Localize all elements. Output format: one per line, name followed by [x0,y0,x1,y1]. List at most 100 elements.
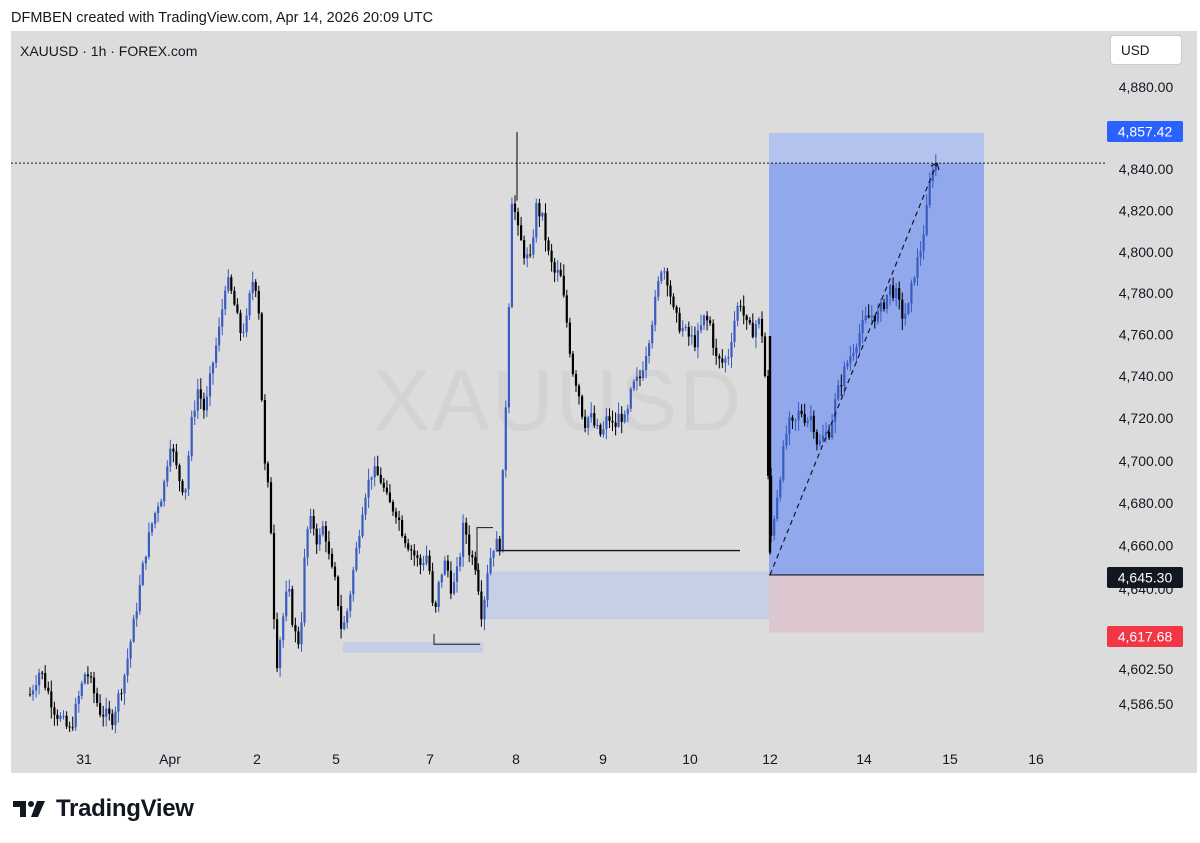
candle-body [867,315,870,318]
candle-body [730,342,733,358]
candle-body [407,543,410,550]
candle-body [593,413,596,426]
candle-body [35,685,38,691]
candle-body [681,328,684,332]
candle-body [794,420,797,422]
candle-body [126,658,129,676]
candle-body [577,385,581,397]
candle-body [413,550,416,556]
symbol-interval-source[interactable]: XAUUSD · 1h · FOREX.com [20,43,198,59]
candle-body [815,432,818,445]
candle-body [803,414,806,423]
chart-pane[interactable] [11,31,1197,773]
candle-body [41,672,44,674]
candle-body [434,602,437,607]
candle-body [513,203,517,212]
x-axis-tick-label: Apr [159,751,181,767]
x-axis-tick-label: 12 [762,751,778,767]
candle-body [330,553,334,567]
candle-body [443,560,446,575]
tradingview-logo-icon [13,801,45,817]
candle-body [532,237,535,255]
candle-body [431,571,434,603]
candle-body [199,389,202,399]
candle-body [489,557,492,574]
candle-body [47,687,50,692]
candle-body [440,574,443,583]
candle-body [172,448,175,452]
candle-body [590,413,593,418]
candle-body [596,425,599,427]
low-marker-line [433,633,480,645]
candle-body [260,313,263,401]
candle-body [68,726,71,728]
candle-body [254,281,257,291]
profit-zone-top [769,132,984,164]
candle-body [773,519,776,536]
candle-body [721,358,724,363]
x-axis-tick-label: 8 [512,751,520,767]
candle-body [824,432,828,436]
candle-body [28,694,32,696]
candle-body [257,291,260,314]
y-axis-tick-label: 4,602.50 [1119,661,1174,677]
candle-body [562,275,565,296]
candle-body [504,407,507,471]
candle-body [178,465,181,481]
candle-body [425,555,428,564]
candle-body [446,560,449,571]
candle-body [346,611,349,623]
candle-body [349,594,352,611]
candle-body [702,315,706,326]
candle-body [123,675,126,694]
candle-body [150,523,154,533]
x-axis-tick-label: 15 [942,751,958,767]
candle-body [190,417,193,456]
candle-body [340,606,343,629]
candle-body [495,538,498,551]
candle-body [422,563,425,565]
candle-body [92,677,96,694]
attribution-text: DFMBEN created with TradingView.com, Apr… [11,10,434,26]
candle-body [675,307,678,313]
candle-body [291,589,294,625]
currency-button[interactable]: USD [1110,35,1182,65]
candle-body [629,388,632,409]
target-price-badge-label: 4,857.42 [1118,124,1173,140]
candle-body [864,315,867,320]
target-price-badge: 4,857.42 [1107,121,1183,142]
candle-body [626,408,629,415]
candle-body [861,320,864,334]
candle-body [779,479,782,498]
candle-body [571,353,574,375]
candle-body [889,285,892,296]
candle-body [135,611,138,619]
candle-body [333,566,337,577]
candle-body [80,683,83,696]
tradingview-logo: TradingView [12,795,194,823]
candle-body [492,551,495,558]
y-axis-tick-label: 4,760.00 [1119,327,1174,343]
candle-body [754,324,757,338]
candle-body [361,514,364,536]
candle-body [455,566,459,582]
y-axis-tick-label: 4,780.00 [1119,285,1174,301]
candle-body [343,622,346,629]
candle-body [83,674,86,684]
candle-body [449,570,452,594]
candle-body [608,416,611,421]
candle-body [523,240,526,259]
candle-body [526,254,529,259]
candle-body [437,582,440,607]
candle-body [834,399,837,423]
entry-price-badge-background [1107,567,1183,588]
candle-body [901,299,904,319]
candle-body [529,254,532,256]
candle-body [831,422,834,438]
y-axis-tick-label: 4,740.00 [1119,368,1174,384]
candle-body [666,271,669,286]
candle-body [120,693,123,695]
candle-body [709,320,712,324]
candle-body [934,164,937,171]
